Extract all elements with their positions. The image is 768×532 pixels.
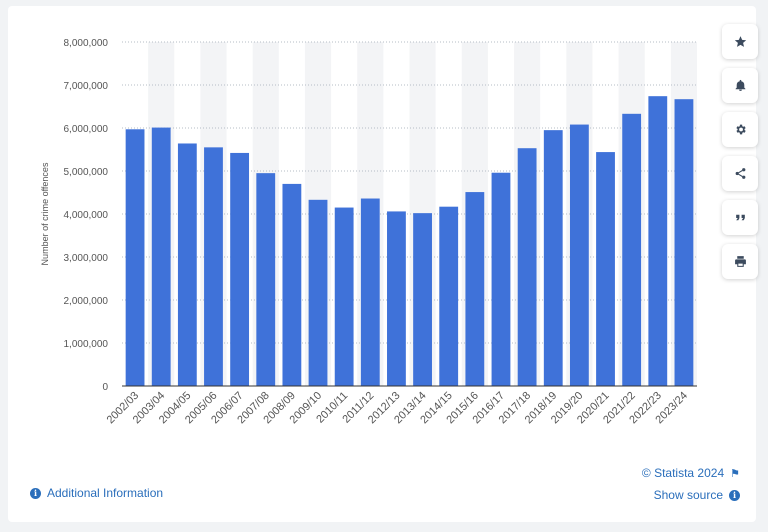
additional-information-link[interactable]: i Additional Information xyxy=(30,486,163,500)
bar xyxy=(569,124,589,386)
chart-toolbar xyxy=(722,24,758,288)
bar xyxy=(177,143,197,386)
bar xyxy=(517,148,537,386)
bar xyxy=(282,183,302,386)
printer-icon xyxy=(734,256,746,267)
bar xyxy=(151,127,171,386)
info-icon: i xyxy=(30,487,41,499)
bar xyxy=(256,173,276,386)
bar xyxy=(308,199,328,386)
bar xyxy=(543,130,563,386)
bar xyxy=(622,113,642,386)
copyright-notice[interactable]: © Statista 2024 ⚑ xyxy=(642,466,740,480)
bar xyxy=(360,198,380,386)
additional-information-label: Additional Information xyxy=(47,486,164,500)
bar xyxy=(648,96,668,387)
flag-icon: ⚑ xyxy=(730,467,740,480)
bar xyxy=(125,129,145,386)
bar xyxy=(230,152,250,386)
y-tick-label: 0 xyxy=(102,382,108,393)
y-tick-label: 8,000,000 xyxy=(64,38,109,49)
cite-button[interactable] xyxy=(722,200,758,235)
star-icon xyxy=(734,36,746,47)
y-axis-title: Number of crime offences xyxy=(40,162,50,265)
bar xyxy=(387,211,406,386)
bar xyxy=(204,147,223,386)
y-tick-label: 6,000,000 xyxy=(64,124,109,135)
bar xyxy=(413,213,432,386)
info-icon: i xyxy=(729,489,740,501)
show-source-label: Show source xyxy=(653,488,723,502)
notification-button[interactable] xyxy=(722,68,758,103)
y-tick-label: 3,000,000 xyxy=(64,253,109,264)
share-icon xyxy=(735,168,745,179)
y-tick-label: 1,000,000 xyxy=(64,339,109,350)
bar xyxy=(465,192,485,386)
chart-card: 0 1,000,000 2,000,000 3,000,000 4,000,000 5,0… xyxy=(8,6,758,522)
show-source-link[interactable]: Show source i xyxy=(654,488,740,502)
copyright-label: © Statista 2024 xyxy=(641,466,725,480)
bar xyxy=(491,172,511,386)
bar xyxy=(596,152,615,386)
y-tick-label: 7,000,000 xyxy=(64,81,109,92)
bar-chart: 0 1,000,000 2,000,000 3,000,000 4,000,000 5,0… xyxy=(40,38,697,426)
bar xyxy=(334,207,354,386)
y-tick-label: 2,000,000 xyxy=(64,296,109,307)
bar xyxy=(674,99,694,386)
y-tick-label: 4,000,000 xyxy=(64,210,109,221)
share-button[interactable] xyxy=(722,156,758,191)
bell-icon xyxy=(735,79,745,91)
y-tick-label: 5,000,000 xyxy=(64,167,109,178)
settings-button[interactable] xyxy=(722,112,758,147)
gear-icon xyxy=(735,124,746,135)
quote-icon xyxy=(735,214,745,221)
bar xyxy=(439,206,459,386)
favorite-button[interactable] xyxy=(722,24,758,59)
print-button[interactable] xyxy=(722,244,758,279)
